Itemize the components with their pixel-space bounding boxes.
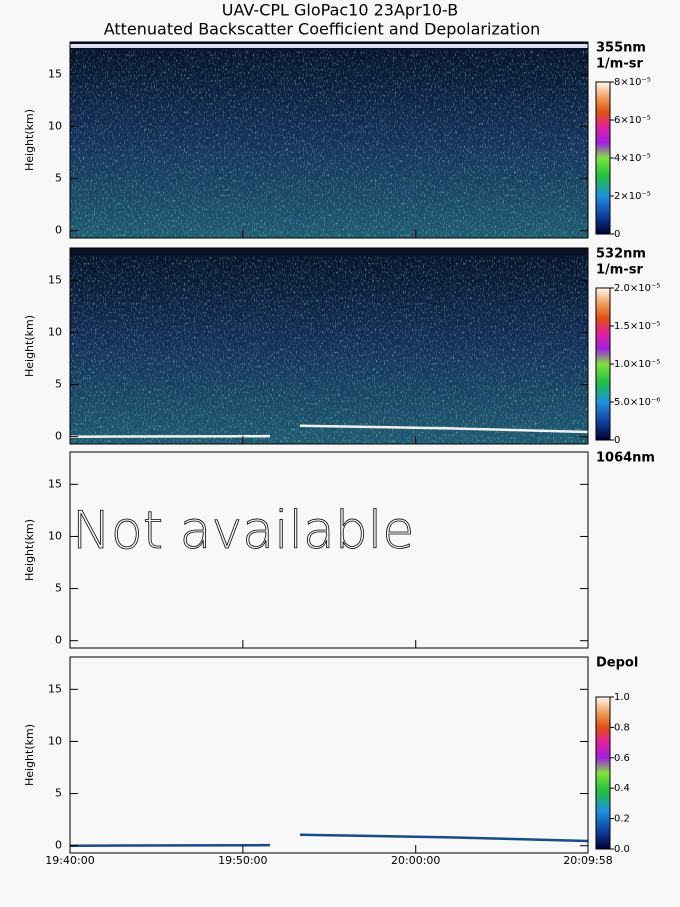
colorbar-tick-label: 0.8 bbox=[614, 722, 630, 733]
panel-label: Depol bbox=[596, 656, 638, 671]
colorbar-tick-label: 2.0×10⁻⁵ bbox=[614, 283, 660, 294]
colorbar-tick-label: 1.0×10⁻⁵ bbox=[614, 359, 660, 370]
panel-label: 1064nm bbox=[596, 451, 655, 466]
backscatter-noise bbox=[70, 50, 588, 238]
x-tick-label: 19:40:00 bbox=[45, 854, 94, 867]
colorbar-tick-label: 0 bbox=[614, 229, 620, 240]
y-tick-label: 10 bbox=[48, 119, 62, 132]
surface-return bbox=[69, 424, 589, 438]
y-tick-label: 10 bbox=[48, 734, 62, 747]
plot-frame bbox=[69, 451, 589, 649]
x-tick-label: 19:50:00 bbox=[218, 854, 267, 867]
y-tick-label: 0 bbox=[55, 224, 62, 237]
y-tick-label: 0 bbox=[55, 839, 62, 852]
top-band bbox=[70, 250, 588, 254]
y-tick-label: 0 bbox=[55, 430, 62, 443]
y-axis-label: Height(km) bbox=[23, 724, 36, 786]
panel-units: 1/m-sr bbox=[596, 57, 643, 72]
y-tick-label: 10 bbox=[48, 529, 62, 542]
panel-label: 355nm bbox=[596, 41, 646, 56]
colorbar-tick-label: 8×10⁻⁵ bbox=[614, 77, 651, 88]
y-tick-label: 5 bbox=[55, 787, 62, 800]
colorbar-tick-label: 5.0×10⁻⁶ bbox=[614, 397, 660, 408]
colorbar bbox=[595, 287, 611, 441]
colorbar-tick-label: 1.5×10⁻⁵ bbox=[614, 321, 660, 332]
plot-frame bbox=[69, 656, 589, 854]
plot-frame bbox=[69, 247, 589, 445]
colorbar bbox=[595, 81, 611, 235]
backscatter-noise bbox=[70, 256, 588, 444]
y-axis-label: Height(km) bbox=[23, 315, 36, 377]
colorbar-tick-label: 0.6 bbox=[614, 753, 630, 764]
x-tick-label: 20:09:58 bbox=[563, 854, 612, 867]
colorbar-tick-label: 4×10⁻⁵ bbox=[614, 153, 651, 164]
y-tick-label: 0 bbox=[55, 634, 62, 647]
annotation: Not available bbox=[72, 501, 414, 561]
y-tick-label: 15 bbox=[48, 273, 62, 286]
colorbar bbox=[595, 696, 611, 850]
panel-units: 1/m-sr bbox=[596, 263, 643, 278]
x-tick-label: 20:00:00 bbox=[391, 854, 440, 867]
y-tick-label: 5 bbox=[55, 378, 62, 391]
y-tick-label: 15 bbox=[48, 682, 62, 695]
y-tick-label: 10 bbox=[48, 325, 62, 338]
y-tick-label: 15 bbox=[48, 477, 62, 490]
chart-title: UAV-CPL GloPac10 23Apr10-B bbox=[222, 1, 458, 20]
chart-subtitle: Attenuated Backscatter Coefficient and D… bbox=[104, 20, 541, 39]
colorbar-tick-label: 0.4 bbox=[614, 783, 630, 794]
panel-label: 532nm bbox=[596, 247, 646, 262]
plot-frame bbox=[69, 41, 589, 239]
y-tick-label: 5 bbox=[55, 582, 62, 595]
y-axis-label: Height(km) bbox=[23, 109, 36, 171]
colorbar-tick-label: 1.0 bbox=[614, 692, 630, 703]
colorbar-tick-label: 6×10⁻⁵ bbox=[614, 115, 651, 126]
top-band bbox=[70, 44, 588, 48]
colorbar-tick-label: 0.2 bbox=[614, 814, 630, 825]
y-axis-label: Height(km) bbox=[23, 519, 36, 581]
y-tick-label: 15 bbox=[48, 67, 62, 80]
surface-return bbox=[69, 833, 589, 847]
y-tick-label: 5 bbox=[55, 172, 62, 185]
colorbar-tick-label: 2×10⁻⁵ bbox=[614, 191, 651, 202]
colorbar-tick-label: 0 bbox=[614, 435, 620, 446]
colorbar-tick-label: 0.0 bbox=[614, 844, 630, 855]
